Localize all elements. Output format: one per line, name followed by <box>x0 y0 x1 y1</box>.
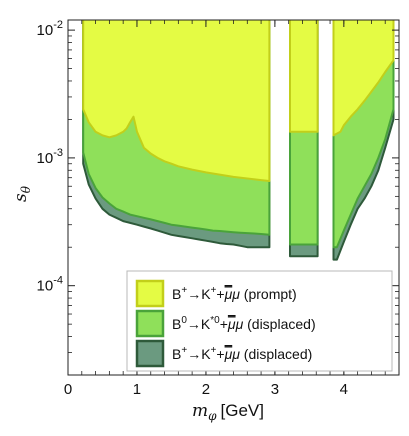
legend-label-0: B+→K++μμ (prompt) <box>172 285 297 302</box>
region-series-2-part-2 <box>332 20 395 137</box>
x-tick-label-3: 3 <box>271 381 279 398</box>
x-tick-label-0: 0 <box>64 381 72 398</box>
region-series-2-part-1 <box>289 20 319 133</box>
region-series-2-part-0 <box>82 20 271 182</box>
exclusion-regions <box>82 20 395 261</box>
legend-box <box>126 270 393 372</box>
x-tick-label-4: 4 <box>340 381 348 398</box>
y-tick-label-0: 10-2 <box>37 19 63 39</box>
legend-swatch-1 <box>135 309 165 338</box>
legend-label-1: B0→K*0+μμ (displaced) <box>172 315 316 332</box>
y-axis-title: sθ <box>11 185 33 202</box>
x-tick-label-2: 2 <box>202 381 210 398</box>
x-axis-title: mφ [GeV] <box>192 401 264 423</box>
y-tick-label-2: 10-4 <box>37 275 63 295</box>
legend-label-2: B+→K++μμ (displaced) <box>172 345 312 362</box>
x-tick-label-1: 1 <box>133 381 141 398</box>
y-axis: 10-2 10-3 10-4 <box>37 19 399 353</box>
legend-swatch-2 <box>135 339 165 368</box>
legend: B+→K++μμ (prompt) B0→K*0+μμ (displaced) B+… <box>126 270 393 372</box>
legend-swatch-0 <box>135 279 165 308</box>
y-tick-label-1: 10-3 <box>37 147 63 167</box>
